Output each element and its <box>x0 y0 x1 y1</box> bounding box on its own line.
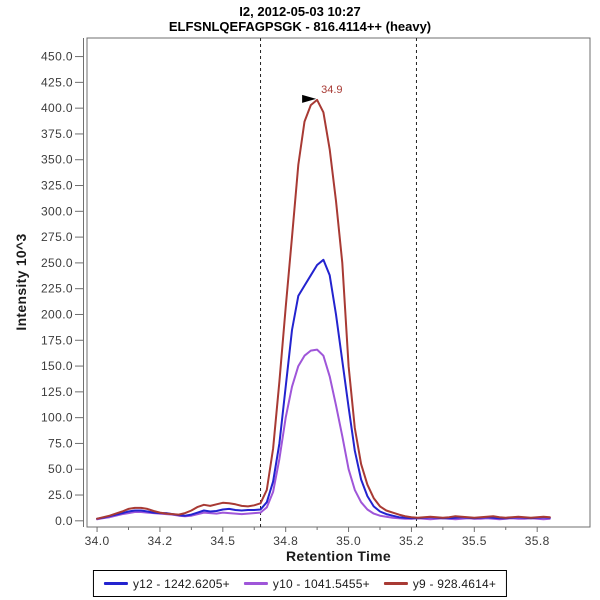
y-tick-label: 300.0 <box>41 204 73 218</box>
y-tick-label: 400.0 <box>41 101 73 115</box>
y-tick-label: 375.0 <box>41 127 73 141</box>
y-tick-label: 350.0 <box>41 153 73 167</box>
x-axis-title: Retention Time <box>285 548 392 564</box>
chart-title: I2, 2012-05-03 10:27 <box>239 4 361 19</box>
y-tick-label: 100.0 <box>41 411 73 425</box>
y-tick-label: 125.0 <box>41 385 73 399</box>
legend: y12 - 1242.6205+ y10 - 1041.5455+ y9 - 9… <box>92 570 508 597</box>
x-tick-label: 34.2 <box>147 534 172 548</box>
peak-id-arrow <box>302 94 317 103</box>
y9-color-swatch <box>383 582 408 585</box>
series-line-y10[interactable] <box>96 348 551 521</box>
y-tick-label: 25.0 <box>48 488 73 502</box>
y-tick-label: 75.0 <box>48 436 73 450</box>
legend-entry-y10: y10 - 1041.5455+ <box>243 576 370 591</box>
peak-rt-annotation[interactable]: 34.9 <box>321 84 342 96</box>
x-tick-label: 34.0 <box>85 534 110 548</box>
series-line-y12[interactable] <box>96 258 551 520</box>
legend-entry-y9: y9 - 928.4614+ <box>383 576 497 591</box>
legend-label-y12: y12 - 1242.6205+ <box>132 576 230 591</box>
chart-subtitle: ELFSNLQEFAGPSGK - 816.4114++ (heavy) <box>168 19 432 34</box>
y-tick-label: 450.0 <box>41 50 73 64</box>
plot-frame <box>86 37 591 528</box>
y-tick-label: 50.0 <box>48 462 73 476</box>
y-tick-label: 225.0 <box>41 282 73 296</box>
x-tick-label: 35.8 <box>525 534 550 548</box>
legend-entry-y12: y12 - 1242.6205+ <box>103 576 230 591</box>
y-tick-label: 0.0 <box>55 514 73 528</box>
x-tick-label: 34.8 <box>273 534 298 548</box>
y-tick-label: 150.0 <box>41 359 73 373</box>
legend-label-y10: y10 - 1041.5455+ <box>272 576 370 591</box>
y-tick-label: 275.0 <box>41 230 73 244</box>
y-tick-label: 175.0 <box>41 333 73 347</box>
series-line-y9[interactable] <box>96 98 551 520</box>
y10-color-swatch <box>243 582 268 585</box>
legend-label-y9: y9 - 928.4614+ <box>412 576 497 591</box>
y-tick-label: 325.0 <box>41 179 73 193</box>
y-tick-label: 250.0 <box>41 256 73 270</box>
x-tick-label: 34.5 <box>210 534 235 548</box>
y-tick-label: 200.0 <box>41 307 73 321</box>
x-tick-label: 35.5 <box>462 534 487 548</box>
x-tick-label: 35.0 <box>336 534 361 548</box>
y12-color-swatch <box>103 582 128 585</box>
y-tick-label: 425.0 <box>41 75 73 89</box>
x-tick-label: 35.2 <box>399 534 424 548</box>
